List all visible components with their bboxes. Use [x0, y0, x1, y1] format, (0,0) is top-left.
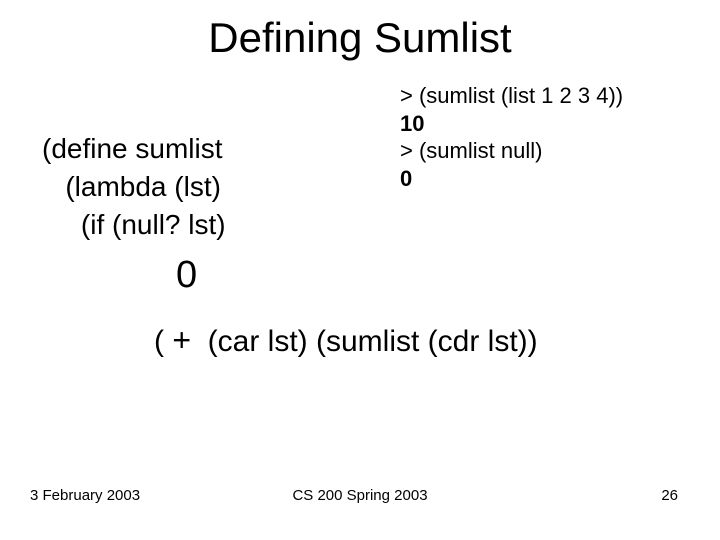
- code-line-2: (lambda (lst): [42, 171, 221, 202]
- repl-line-4: 0: [400, 166, 412, 191]
- footer-course: CS 200 Spring 2003: [0, 487, 720, 504]
- slide: Defining Sumlist (define sumlist (lambda…: [0, 0, 720, 540]
- repl-line-2: 10: [400, 111, 424, 136]
- footer-page-number: 26: [661, 487, 678, 504]
- open-paren: (: [154, 325, 172, 358]
- plus-symbol: +: [172, 322, 191, 358]
- rest-expr: (car lst) (sumlist (cdr lst)): [191, 325, 538, 358]
- base-case-zero: 0: [176, 254, 197, 297]
- code-definition: (define sumlist (lambda (lst) (if (null?…: [42, 130, 226, 243]
- code-line-3: (if (null? lst): [42, 209, 226, 240]
- recursive-case: ( + (car lst) (sumlist (cdr lst)): [154, 322, 538, 359]
- code-line-1: (define sumlist: [42, 133, 223, 164]
- repl-line-1: > (sumlist (list 1 2 3 4)): [400, 83, 623, 108]
- slide-title: Defining Sumlist: [0, 14, 720, 62]
- repl-output: > (sumlist (list 1 2 3 4)) 10 > (sumlist…: [400, 82, 623, 192]
- repl-line-3: > (sumlist null): [400, 138, 542, 163]
